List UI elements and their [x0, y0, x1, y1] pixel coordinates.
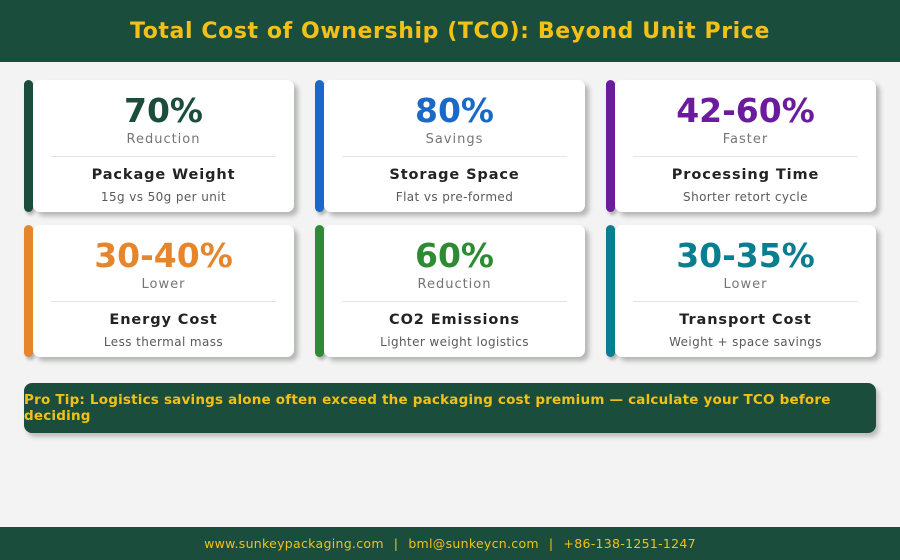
accent-bar [315, 225, 324, 357]
divider [633, 300, 858, 302]
metric-subtitle: Less thermal mass [103, 334, 224, 349]
metric-card-package-weight: 70% Reduction Package Weight 15g vs 50g … [24, 80, 294, 212]
metric-value: 42-60% [676, 91, 815, 130]
metric-card-storage-space: 80% Savings Storage Space Flat vs pre-fo… [315, 80, 585, 212]
footer-separator: | [548, 536, 554, 551]
metric-title: Storage Space [389, 166, 520, 183]
card-body: 60% Reduction CO2 Emissions Lighter weig… [324, 225, 585, 357]
footer-email: bml@sunkeycn.com [408, 536, 539, 551]
footer-website: www.sunkeypackaging.com [204, 536, 384, 551]
accent-bar [606, 225, 615, 357]
metric-label: Reduction [417, 276, 492, 292]
metric-label: Faster [722, 131, 769, 147]
metric-card-co2-emissions: 60% Reduction CO2 Emissions Lighter weig… [315, 225, 585, 357]
card-body: 30-40% Lower Energy Cost Less thermal ma… [33, 225, 294, 357]
card-body: 70% Reduction Package Weight 15g vs 50g … [33, 80, 294, 212]
metric-card-transport-cost: 30-35% Lower Transport Cost Weight + spa… [606, 225, 876, 357]
header-banner: Total Cost of Ownership (TCO): Beyond Un… [0, 0, 900, 62]
metric-title: Energy Cost [109, 311, 218, 328]
footer-bar: www.sunkeypackaging.com | bml@sunkeycn.c… [0, 527, 900, 560]
accent-bar [606, 80, 615, 212]
metric-label: Savings [425, 131, 484, 147]
pro-tip-text: Pro Tip: Logistics savings alone often e… [24, 392, 831, 424]
metric-title: Package Weight [91, 166, 236, 183]
metric-value: 30-35% [676, 236, 815, 275]
divider [342, 300, 567, 302]
footer-separator: | [393, 536, 399, 551]
spacer [0, 433, 900, 527]
metric-card-grid: 70% Reduction Package Weight 15g vs 50g … [0, 62, 900, 357]
metric-subtitle: 15g vs 50g per unit [100, 189, 227, 204]
metric-title: CO2 Emissions [389, 311, 520, 328]
metric-subtitle: Shorter retort cycle [683, 189, 808, 204]
metric-subtitle: Flat vs pre-formed [395, 189, 514, 204]
accent-bar [315, 80, 324, 212]
page-title: Total Cost of Ownership (TCO): Beyond Un… [130, 18, 770, 44]
metric-subtitle: Lighter weight logistics [380, 334, 529, 349]
card-body: 30-35% Lower Transport Cost Weight + spa… [615, 225, 876, 357]
footer-phone: +86-138-1251-1247 [563, 536, 696, 551]
divider [633, 155, 858, 157]
pro-tip-banner: Pro Tip: Logistics savings alone often e… [24, 383, 876, 433]
metric-label: Lower [723, 276, 768, 292]
metric-label: Reduction [126, 131, 201, 147]
accent-bar [24, 225, 33, 357]
metric-value: 70% [124, 91, 203, 130]
metric-title: Transport Cost [679, 311, 812, 328]
metric-card-processing-time: 42-60% Faster Processing Time Shorter re… [606, 80, 876, 212]
metric-value: 60% [415, 236, 494, 275]
divider [51, 300, 276, 302]
metric-value: 30-40% [94, 236, 233, 275]
metric-label: Lower [141, 276, 186, 292]
card-body: 42-60% Faster Processing Time Shorter re… [615, 80, 876, 212]
metric-subtitle: Weight + space savings [669, 334, 822, 349]
metric-card-energy-cost: 30-40% Lower Energy Cost Less thermal ma… [24, 225, 294, 357]
card-body: 80% Savings Storage Space Flat vs pre-fo… [324, 80, 585, 212]
metric-title: Processing Time [671, 166, 820, 183]
divider [51, 155, 276, 157]
metric-value: 80% [415, 91, 494, 130]
divider [342, 155, 567, 157]
accent-bar [24, 80, 33, 212]
